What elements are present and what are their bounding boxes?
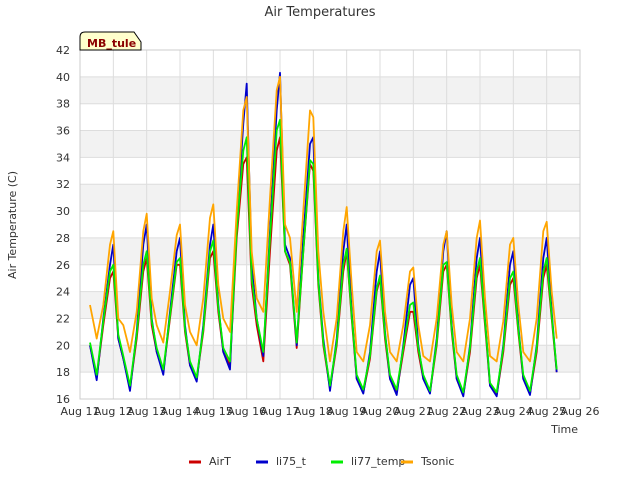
y-tick-label: 32 [56, 178, 70, 191]
y-tick-label: 42 [56, 44, 70, 57]
x-tick-label: Aug 20 [361, 405, 400, 418]
y-axis-ticks: 16 18 20 22 24 26 28 30 32 34 36 38 40 42 [56, 44, 70, 406]
legend-label-airt: AirT [209, 455, 231, 468]
y-tick-label: 18 [56, 366, 70, 379]
legend-label-li77-temp: li77_temp [351, 455, 405, 468]
x-tick-label: Aug 12 [94, 405, 133, 418]
chart-title: Air Temperatures [264, 5, 375, 20]
y-tick-label: 16 [56, 393, 70, 406]
x-tick-label: Aug 23 [461, 405, 500, 418]
x-tick-label: Aug 19 [327, 405, 366, 418]
y-tick-label: 26 [56, 259, 70, 272]
x-tick-label: Aug 16 [227, 405, 266, 418]
grid-band [80, 76, 580, 104]
series-line-li77-temp [89, 118, 558, 394]
y-axis-label: Air Temperature (C) [6, 171, 19, 279]
grid-bands [80, 76, 580, 373]
y-tick-label: 34 [56, 151, 70, 164]
annotation-label: MB_tule [87, 37, 136, 50]
x-tick-label: Aug 18 [294, 405, 333, 418]
legend-label-tsonic: Tsonic [420, 455, 454, 468]
grid-band [80, 130, 580, 158]
x-tick-label: Aug 14 [161, 405, 200, 418]
legend-label-li75-t: li75_t [276, 455, 307, 468]
grid-band [80, 184, 580, 212]
grid-band [80, 291, 580, 319]
x-tick-label: Aug 15 [194, 405, 233, 418]
y-tick-label: 24 [56, 286, 70, 299]
x-tick-label: Aug 26 [561, 405, 600, 418]
series-line-tsonic [89, 75, 558, 363]
x-tick-label: Aug 24 [494, 405, 533, 418]
y-tick-label: 20 [56, 339, 70, 352]
y-tick-label: 38 [56, 98, 70, 111]
x-tick-label: Aug 13 [127, 405, 166, 418]
y-tick-label: 40 [56, 71, 70, 84]
x-tick-label: Aug 11 [61, 405, 100, 418]
y-tick-label: 30 [56, 205, 70, 218]
annotation-box [79, 31, 142, 51]
x-tick-label: Aug 22 [427, 405, 466, 418]
x-tick-label: Aug 17 [261, 405, 300, 418]
x-tick-label: Aug 21 [394, 405, 433, 418]
x-axis-label: Time [550, 423, 578, 436]
grid-band [80, 237, 580, 265]
y-tick-label: 28 [56, 232, 70, 245]
y-tick-label: 36 [56, 125, 70, 138]
y-tick-label: 22 [56, 312, 70, 325]
x-tick-label: Aug 25 [527, 405, 566, 418]
series-layer [89, 71, 558, 398]
plot-frame [79, 49, 581, 400]
site-annotation: MB_tule [79, 31, 142, 51]
legend: AirT li75_t li77_temp Tsonic [189, 455, 454, 468]
